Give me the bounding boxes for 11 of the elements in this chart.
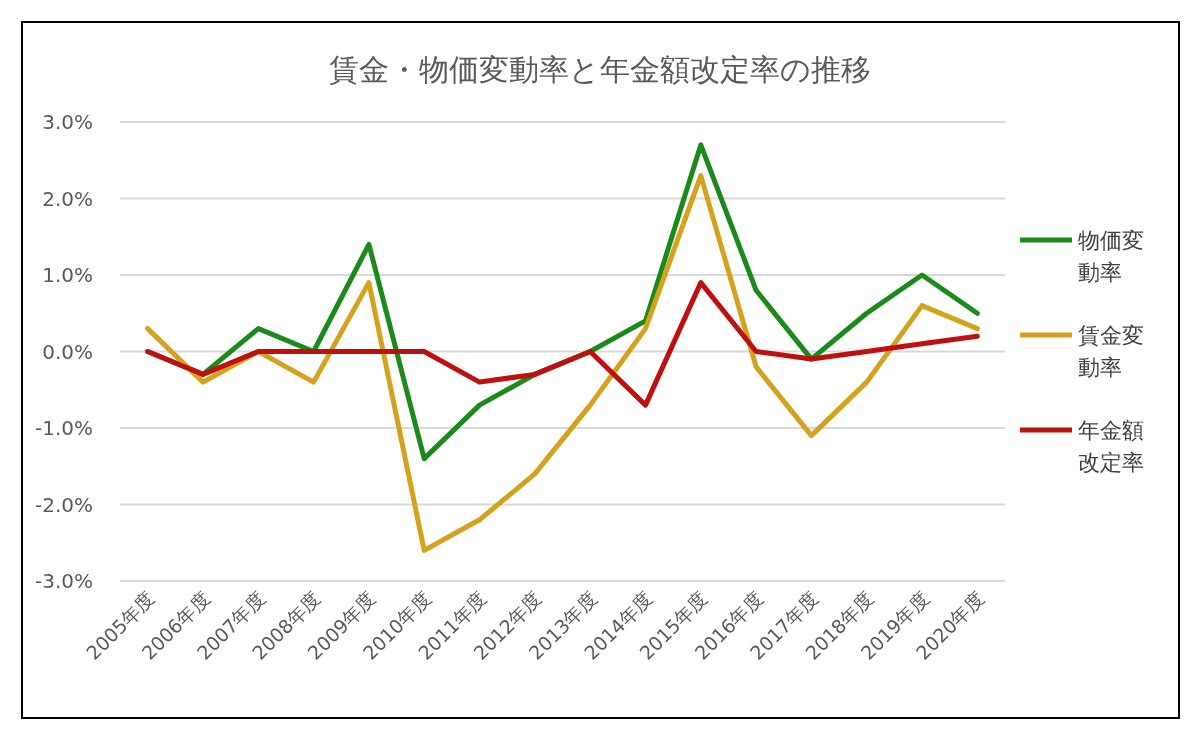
y-tick-label: -1.0% [34,416,93,440]
y-tick-label: -3.0% [34,569,93,593]
y-tick-label: 3.0% [42,110,93,134]
legend-label: 賃金変動率 [1078,323,1144,380]
y-tick-label: -2.0% [34,492,93,517]
legend-label: 年金額改定率 [1078,418,1144,475]
y-tick-label: 0.0% [42,339,93,364]
y-tick-label: 2.0% [42,186,93,211]
legend-label: 物価変動率 [1078,228,1144,285]
chart-title: 賃金・物価変動率と年金額改定率の推移 [329,52,871,87]
y-tick-label: 1.0% [42,263,93,287]
